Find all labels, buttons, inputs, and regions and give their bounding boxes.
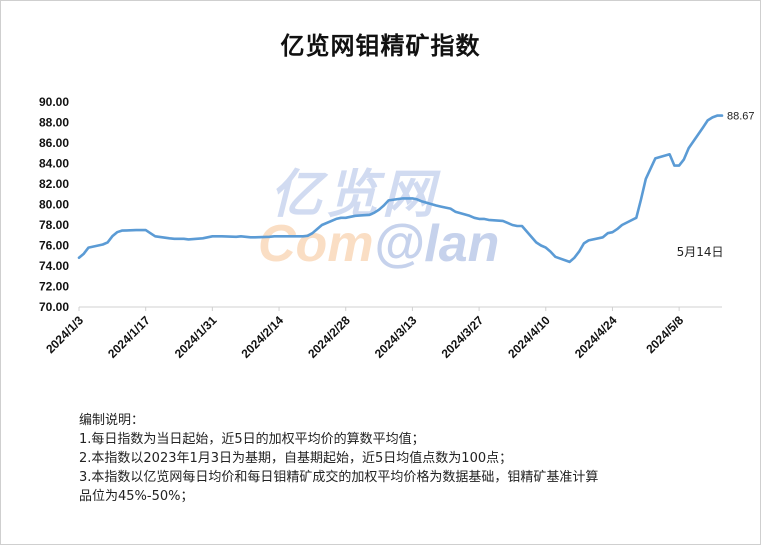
x-tick-label: 2024/1/31: [172, 313, 220, 361]
watermark-com: Com: [258, 215, 374, 273]
watermark-lan: @lan: [373, 215, 500, 273]
watermark-english: Com@lan: [258, 214, 499, 274]
y-tick-label: 72.00: [39, 280, 69, 294]
x-tick-label: 2024/4/10: [505, 313, 553, 361]
y-tick-label: 86.00: [39, 136, 69, 150]
y-tick-label: 74.00: [39, 259, 69, 273]
x-tick-label: 2024/1/3: [43, 313, 86, 356]
y-tick-label: 82.00: [39, 177, 69, 191]
x-tick-label: 2024/3/27: [439, 313, 487, 361]
end-value-label: 88.67: [727, 111, 755, 123]
y-tick-label: 76.00: [39, 239, 69, 253]
chart-title: 亿览网钼精矿指数: [280, 31, 481, 60]
x-tick-label: 2024/1/17: [105, 313, 153, 361]
notes-line-2: 2.本指数以2023年1月3日为基期，自基期起始，近5日均值点数为100点；: [79, 451, 513, 466]
notes-line-1: 1.每日指数为当日起始，近5日的加权平均价的算数平均值；: [79, 432, 425, 447]
compilation-notes: 编制说明： 1.每日指数为当日起始，近5日的加权平均价的算数平均值； 2.本指数…: [79, 411, 699, 506]
x-tick-label: 2024/2/28: [305, 313, 353, 361]
series-line: [77, 114, 724, 264]
watermark-chinese: 亿览网: [270, 165, 439, 225]
y-tick-label: 70.00: [39, 300, 69, 314]
notes-heading: 编制说明：: [79, 413, 145, 428]
x-tick-label: 2024/2/14: [239, 313, 287, 361]
y-tick-label: 80.00: [39, 198, 69, 212]
y-tick-label: 88.00: [39, 116, 69, 130]
x-axis: 2024/1/3 2024/1/17 2024/1/31 2024/2/14 2024/…: [43, 306, 722, 361]
y-tick-label: 90.00: [39, 95, 69, 109]
y-tick-label: 84.00: [39, 157, 69, 171]
y-tick-label: 78.00: [39, 218, 69, 232]
notes-line-3: 3.本指数以亿览网每日均价和每日钼精矿成交的加权平均价格为数据基础，钼精矿基准计…: [79, 470, 599, 504]
x-tick-label: 2024/3/13: [372, 313, 420, 361]
date-annotation: 5月14日: [677, 245, 724, 259]
y-axis: 90.00 88.00 86.00 84.00 82.00 80.00 78.00 76.00…: [39, 95, 69, 314]
x-tick-label: 2024/5/8: [643, 313, 686, 356]
x-tick-label: 2024/4/24: [572, 313, 620, 361]
